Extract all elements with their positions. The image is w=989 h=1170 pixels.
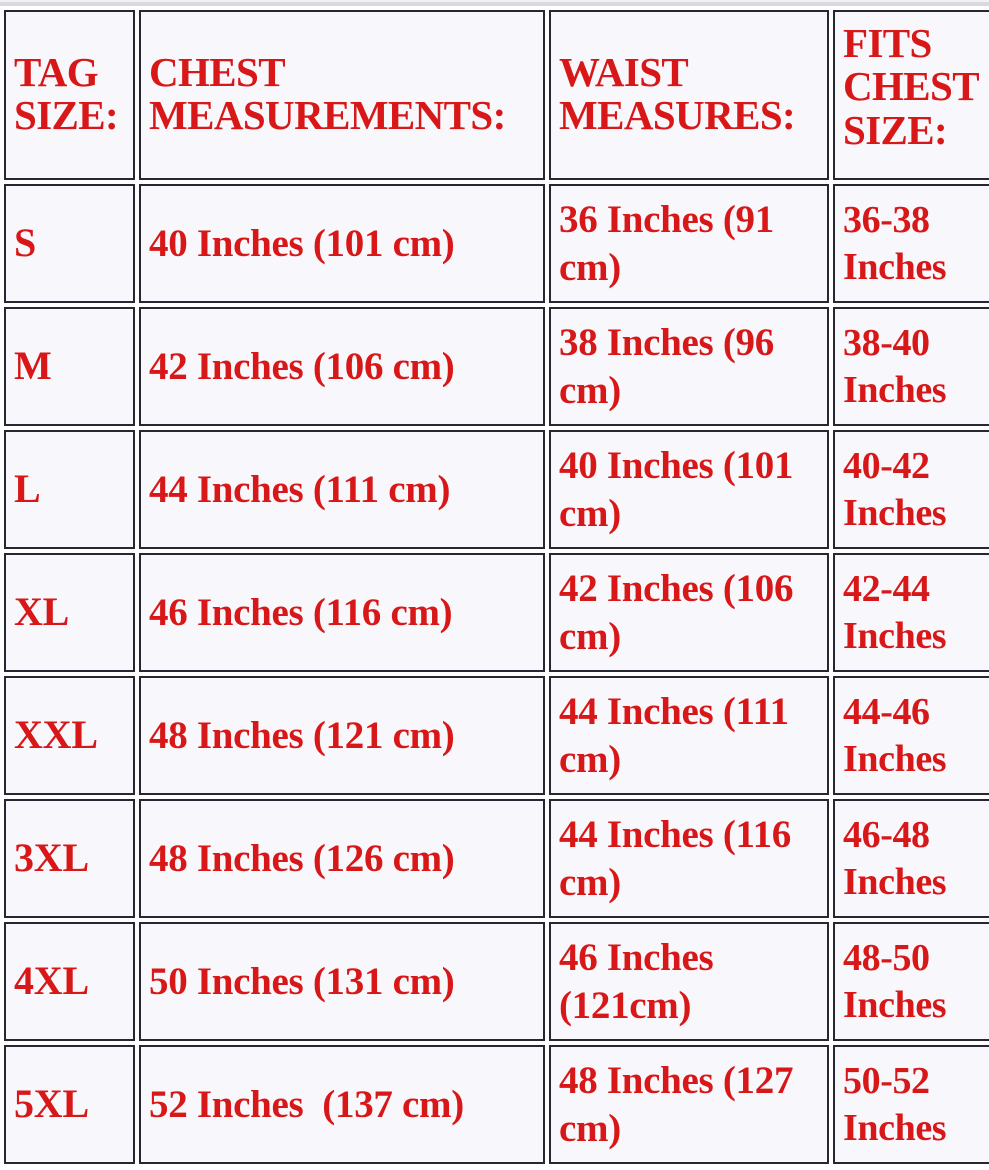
cell-fits-chest: 42-44 Inches [833, 553, 989, 672]
top-edge-strip [0, 0, 989, 6]
table-row: S 40 Inches (101 cm) 36 Inches (91 cm) 3… [4, 184, 989, 303]
cell-waist: 46 Inches (121cm) [549, 922, 829, 1041]
cell-tag-size: XL [4, 553, 135, 672]
size-chart-table: TAG SIZE: CHEST MEASUREMENTS: WAIST MEAS… [0, 6, 989, 1168]
cell-chest: 48 Inches (126 cm) [139, 799, 545, 918]
cell-tag-size: 4XL [4, 922, 135, 1041]
cell-waist: 44 Inches (111 cm) [549, 676, 829, 795]
size-chart-body: TAG SIZE: CHEST MEASUREMENTS: WAIST MEAS… [4, 10, 989, 1164]
cell-waist: 36 Inches (91 cm) [549, 184, 829, 303]
cell-fits-chest: 36-38 Inches [833, 184, 989, 303]
cell-fits-chest: 48-50 Inches [833, 922, 989, 1041]
cell-tag-size: XXL [4, 676, 135, 795]
cell-tag-size: 5XL [4, 1045, 135, 1164]
cell-chest: 40 Inches (101 cm) [139, 184, 545, 303]
column-header-chest: CHEST MEASUREMENTS: [139, 10, 545, 180]
cell-chest: 46 Inches (116 cm) [139, 553, 545, 672]
cell-waist: 38 Inches (96 cm) [549, 307, 829, 426]
cell-waist: 48 Inches (127 cm) [549, 1045, 829, 1164]
cell-waist: 42 Inches (106 cm) [549, 553, 829, 672]
cell-chest: 44 Inches (111 cm) [139, 430, 545, 549]
top-edge-highlight [0, 0, 989, 2]
cell-fits-chest: 40-42 Inches [833, 430, 989, 549]
table-row: L 44 Inches (111 cm) 40 Inches (101 cm) … [4, 430, 989, 549]
cell-tag-size: L [4, 430, 135, 549]
cell-chest: 42 Inches (106 cm) [139, 307, 545, 426]
cell-chest: 52 Inches (137 cm) [139, 1045, 545, 1164]
cell-tag-size: S [4, 184, 135, 303]
cell-waist: 44 Inches (116 cm) [549, 799, 829, 918]
column-header-tag-size: TAG SIZE: [4, 10, 135, 180]
cell-tag-size: M [4, 307, 135, 426]
cell-chest: 50 Inches (131 cm) [139, 922, 545, 1041]
table-row: XXL 48 Inches (121 cm) 44 Inches (111 cm… [4, 676, 989, 795]
cell-fits-chest: 44-46 Inches [833, 676, 989, 795]
cell-chest: 48 Inches (121 cm) [139, 676, 545, 795]
cell-waist: 40 Inches (101 cm) [549, 430, 829, 549]
table-row: 3XL 48 Inches (126 cm) 44 Inches (116 cm… [4, 799, 989, 918]
cell-fits-chest: 38-40 Inches [833, 307, 989, 426]
table-row: M 42 Inches (106 cm) 38 Inches (96 cm) 3… [4, 307, 989, 426]
table-row: XL 46 Inches (116 cm) 42 Inches (106 cm)… [4, 553, 989, 672]
table-header-row: TAG SIZE: CHEST MEASUREMENTS: WAIST MEAS… [4, 10, 989, 180]
column-header-fits-chest: FITS CHEST SIZE: [833, 10, 989, 180]
cell-tag-size: 3XL [4, 799, 135, 918]
cell-fits-chest: 46-48 Inches [833, 799, 989, 918]
column-header-waist: WAIST MEASURES: [549, 10, 829, 180]
table-row: 4XL 50 Inches (131 cm) 46 Inches (121cm)… [4, 922, 989, 1041]
table-row: 5XL 52 Inches (137 cm) 48 Inches (127 cm… [4, 1045, 989, 1164]
cell-fits-chest: 50-52 Inches [833, 1045, 989, 1164]
